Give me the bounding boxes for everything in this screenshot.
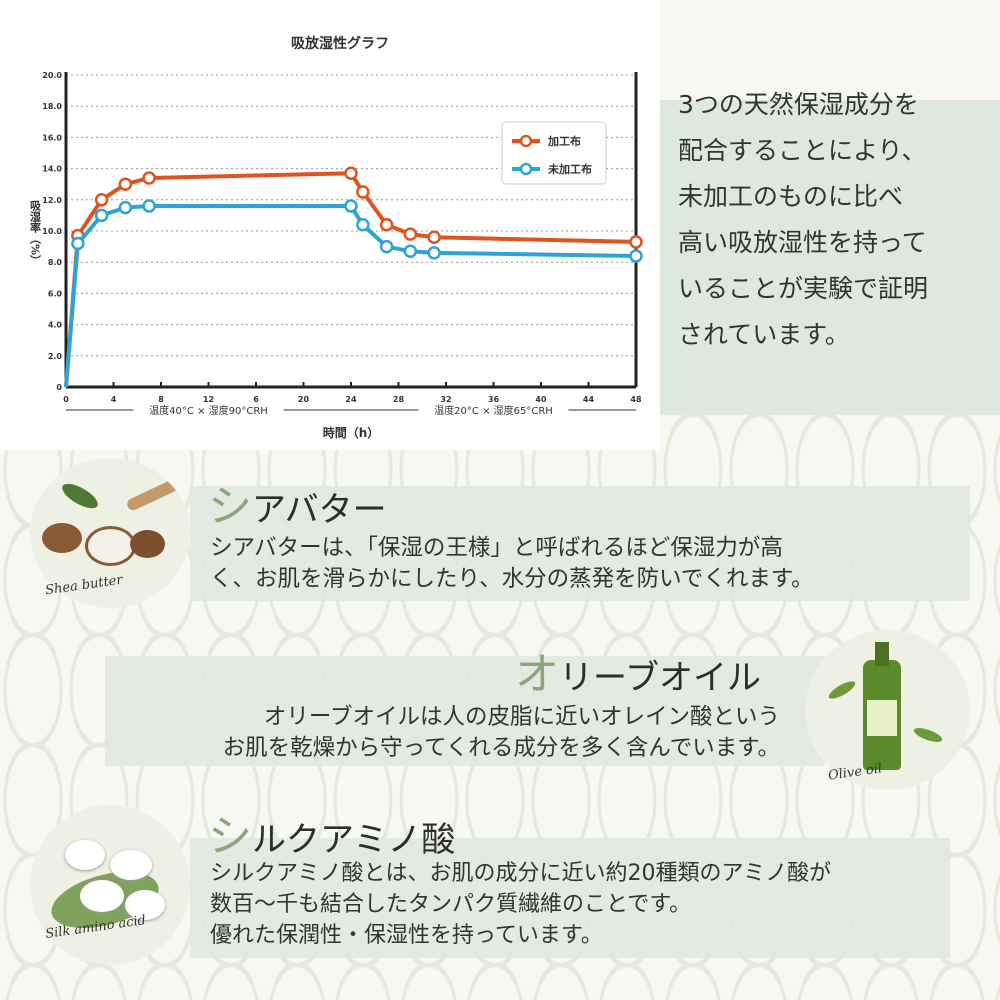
data-point bbox=[71, 236, 85, 251]
shea-title: シアバター bbox=[208, 470, 387, 534]
data-point bbox=[118, 177, 133, 191]
data-point bbox=[344, 166, 358, 181]
data-point bbox=[356, 218, 370, 232]
data-point bbox=[427, 230, 441, 244]
x-tick-label: 8 bbox=[158, 395, 164, 404]
x-tick-label: 40 bbox=[535, 395, 547, 404]
title-rest: アバター bbox=[252, 490, 387, 530]
x-tick-label: 48 bbox=[630, 395, 642, 404]
x-axis-label: 時間（h） bbox=[323, 425, 380, 440]
y-tick-label: 16.0 bbox=[42, 133, 62, 142]
intro-line: いることが実験で証明 bbox=[678, 274, 929, 303]
x-tick-label: 6 bbox=[253, 395, 259, 404]
data-point bbox=[142, 199, 156, 213]
y-tick-label: 14.0 bbox=[42, 165, 62, 174]
y-tick-label: 20.0 bbox=[42, 71, 62, 80]
olive-title: オリーブオイル bbox=[515, 638, 761, 702]
y-tick-label: 0 bbox=[56, 383, 62, 392]
data-point bbox=[142, 171, 156, 185]
data-point bbox=[94, 193, 109, 207]
brush-bg bbox=[105, 656, 825, 766]
y-tick-label: 2.0 bbox=[48, 352, 63, 361]
data-point bbox=[344, 199, 358, 213]
silk-title: シルクアミノ酸 bbox=[208, 800, 455, 864]
data-point bbox=[403, 244, 418, 259]
x-tick-label: 0 bbox=[63, 395, 69, 404]
moisture-chart: 吸放湿性グラフ 0 2.0 4.0 6.0 8.0 10.0 12.0 14.0 16.0 18.0… bbox=[0, 0, 660, 450]
condition-annotation: 温度20°C × 湿度65°CRH bbox=[434, 404, 553, 417]
data-point bbox=[94, 208, 109, 223]
x-tick-label: 20 bbox=[298, 395, 310, 404]
legend-marker bbox=[519, 134, 533, 148]
intro-line: 配合することにより、 bbox=[678, 136, 927, 165]
body-line: シルクアミノ酸とは、お肌の成分に近い約20種類のアミノ酸が bbox=[210, 861, 832, 886]
x-tick-label: 32 bbox=[440, 395, 451, 404]
body-line: く、お肌を滑らかにしたり、水分の蒸発を防いでくれます。 bbox=[210, 566, 814, 592]
y-tick-label: 4.0 bbox=[48, 321, 63, 330]
legend-label: 未加工布 bbox=[547, 162, 592, 176]
title-initial: オ bbox=[515, 649, 559, 700]
title-rest: ルクアミノ酸 bbox=[252, 820, 456, 860]
data-point bbox=[379, 239, 394, 254]
silk-cocoon-image bbox=[30, 805, 190, 965]
intro-line: 未加工のものに比べ bbox=[678, 182, 904, 211]
body-line: オリーブオイルは人の皮脂に近いオレイン酸という bbox=[263, 704, 780, 730]
data-point bbox=[629, 249, 643, 263]
y-tick-label: 12.0 bbox=[42, 196, 62, 205]
brush-bg bbox=[190, 486, 970, 601]
legend-label: 加工布 bbox=[547, 134, 581, 148]
silk-body: シルクアミノ酸とは、お肌の成分に近い約20種類のアミノ酸が 数百～千も結合したタ… bbox=[210, 858, 831, 951]
y-tick-label: 10.0 bbox=[42, 227, 62, 236]
x-tick-label: 28 bbox=[393, 395, 405, 404]
title-initial: シ bbox=[208, 481, 252, 532]
brush-bg bbox=[190, 838, 950, 958]
condition-annotation: 温度40°C × 湿度90°CRH bbox=[149, 404, 268, 417]
data-point bbox=[403, 227, 418, 241]
data-point bbox=[379, 218, 394, 232]
y-tick-label: 6.0 bbox=[48, 289, 63, 298]
x-tick-label: 4 bbox=[111, 395, 117, 404]
x-tick-label: 44 bbox=[583, 395, 595, 404]
shea-body: シアバターは、「保湿の王様」と呼ばれるほど保湿力が高 く、お肌を滑らかにしたり、… bbox=[210, 533, 814, 595]
olive-oil-image bbox=[805, 630, 970, 790]
title-initial: シ bbox=[208, 811, 252, 862]
data-point bbox=[427, 246, 441, 260]
body-line: 優れた保潤性・保湿性を持っています。 bbox=[210, 923, 603, 948]
x-tick-label: 24 bbox=[345, 395, 357, 404]
data-point bbox=[118, 200, 133, 215]
body-line: シアバターは、「保湿の王様」と呼ばれるほど保湿力が高 bbox=[210, 535, 783, 561]
intro-line: 高い吸放湿性を持って bbox=[678, 228, 927, 257]
legend-marker bbox=[519, 162, 533, 176]
chart-background bbox=[0, 0, 660, 450]
intro-line: されています。 bbox=[678, 320, 850, 349]
intro-line: 3つの天然保湿成分を bbox=[678, 90, 919, 119]
intro-text: 3つの天然保湿成分を 配合することにより、 未加工のものに比べ 高い吸放湿性を持… bbox=[678, 82, 978, 358]
y-tick-label: 8.0 bbox=[48, 258, 63, 267]
y-axis-label: 吸湿率（%） bbox=[29, 200, 43, 266]
shea-butter-image bbox=[30, 458, 190, 608]
y-tick-label: 18.0 bbox=[42, 102, 62, 111]
data-point bbox=[356, 185, 370, 199]
chart-title: 吸放湿性グラフ bbox=[291, 35, 389, 52]
olive-body: オリーブオイルは人の皮脂に近いオレイン酸という お肌を乾燥から守ってくれる成分を… bbox=[120, 702, 780, 764]
title-rest: リーブオイル bbox=[559, 658, 761, 698]
body-line: お肌を乾燥から守ってくれる成分を多く含んでいます。 bbox=[222, 735, 780, 761]
x-tick-label: 12 bbox=[203, 395, 214, 404]
x-tick-label: 36 bbox=[488, 395, 500, 404]
body-line: 数百～千も結合したタンパク質繊維のことです。 bbox=[210, 892, 692, 917]
data-point bbox=[629, 235, 643, 249]
